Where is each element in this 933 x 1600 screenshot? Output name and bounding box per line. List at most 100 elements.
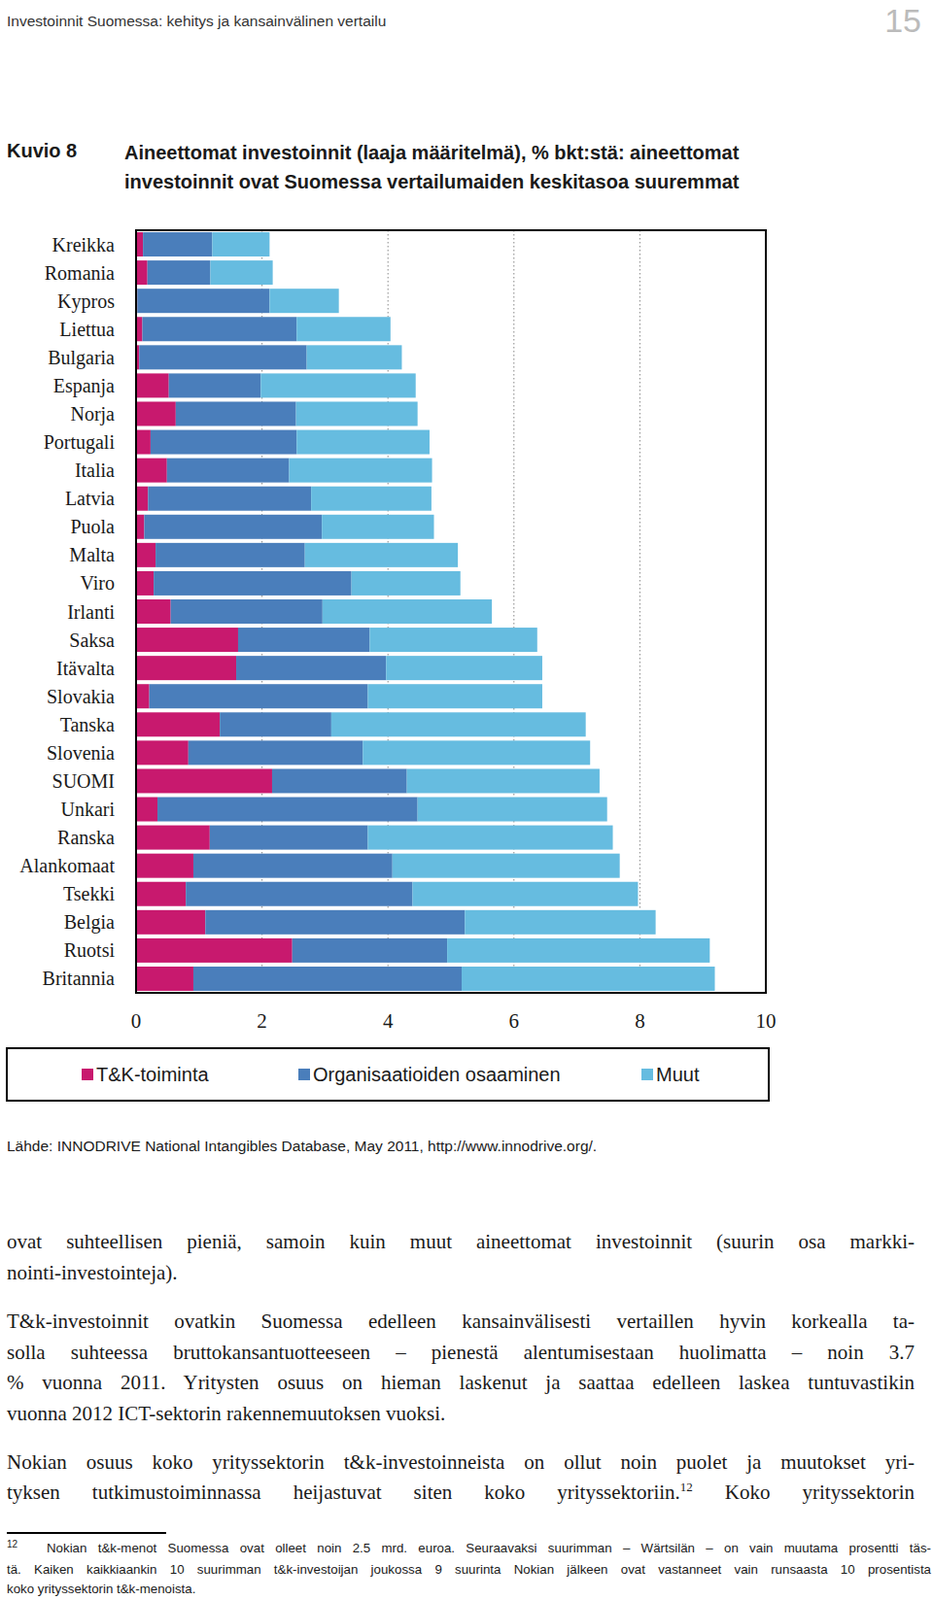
bar-segment xyxy=(296,401,418,426)
bar-segment xyxy=(136,768,273,794)
bar-segment xyxy=(311,486,432,512)
category-label: Saksa xyxy=(69,629,115,652)
body-text: Koko yrityssektorin xyxy=(692,1481,915,1505)
category-label: Kreikka xyxy=(52,234,116,256)
bar-segment xyxy=(153,571,351,596)
tick-label: 10 xyxy=(756,1009,777,1034)
category-label: Itävalta xyxy=(56,657,115,680)
bar-segment xyxy=(260,373,415,398)
category-label: Britannia xyxy=(42,967,116,990)
bar-segment xyxy=(155,543,306,568)
bar-segment xyxy=(447,938,710,964)
bar-segment xyxy=(407,768,600,794)
bar-segment xyxy=(272,768,408,794)
bar-segment xyxy=(138,345,307,370)
bar-segment xyxy=(136,910,206,935)
legend-swatch xyxy=(81,1069,94,1081)
legend-label: T&K-toiminta xyxy=(96,1064,209,1086)
category-label: Slovakia xyxy=(46,686,115,708)
bar-segment xyxy=(205,910,465,935)
bar-segment xyxy=(136,232,143,257)
tick-label: 2 xyxy=(256,1009,268,1034)
category-label: Alankomaat xyxy=(19,855,115,877)
bar-segment xyxy=(143,515,322,540)
grid-line xyxy=(513,230,515,994)
legend-swatch xyxy=(641,1069,654,1081)
footnote-rule xyxy=(6,1532,167,1535)
bar-segment xyxy=(137,288,270,313)
category-label: Portugali xyxy=(43,431,116,454)
category-label: Liettua xyxy=(59,318,115,341)
category-label: Malta xyxy=(69,544,115,566)
bar-segment xyxy=(292,938,448,964)
bar-segment xyxy=(211,232,270,257)
category-label: Puola xyxy=(69,516,115,538)
footnote-line: Nokian t&k-menot Suomessa ovat olleet no… xyxy=(46,1541,932,1557)
category-label: Kypros xyxy=(57,290,115,313)
bar-segment xyxy=(331,712,587,737)
bar-segment xyxy=(175,401,297,426)
figure-label: Kuvio 8 xyxy=(6,139,77,163)
category-label: Latvia xyxy=(65,487,115,510)
footnote-number: 12 xyxy=(6,1539,18,1551)
bar-segment xyxy=(185,882,413,907)
bar-segment xyxy=(322,599,492,624)
page-number: 15 xyxy=(884,1,922,40)
bar-segment xyxy=(367,826,613,851)
bar-segment xyxy=(136,430,151,455)
bar-segment xyxy=(296,316,391,342)
bar-segment xyxy=(136,401,176,426)
bar-segment xyxy=(141,316,297,342)
tick-label: 0 xyxy=(131,1009,142,1034)
category-label: Espanja xyxy=(53,375,115,398)
category-label: Romania xyxy=(44,262,115,284)
footnote-line: koko yrityssektorin t&k-menoista. xyxy=(6,1582,932,1598)
bar-segment xyxy=(219,712,332,737)
category-label: Norja xyxy=(69,403,115,426)
bar-segment xyxy=(305,543,458,568)
bar-segment xyxy=(209,260,273,285)
body-line: solla suhteessa bruttokansantuotteeseen … xyxy=(6,1341,915,1365)
bar-segment xyxy=(209,826,369,851)
grid-line xyxy=(639,230,641,994)
bar-segment xyxy=(136,599,172,624)
bar-segment xyxy=(136,543,156,568)
bar-segment xyxy=(188,740,363,765)
bar-segment xyxy=(412,882,638,907)
bar-segment xyxy=(385,656,543,681)
footnote-line: tä. Kaiken kaikkiaankin 10 suurimman t&k… xyxy=(6,1562,932,1579)
bar-segment xyxy=(236,656,386,681)
category-label: Belgia xyxy=(64,911,115,934)
legend-swatch xyxy=(298,1069,311,1081)
category-label: Unkari xyxy=(60,798,115,821)
category-label: Ranska xyxy=(57,827,115,849)
category-label: Tsekki xyxy=(63,883,115,905)
body-text: tyksen tutkimustoiminnassa heijastuvat s… xyxy=(6,1481,681,1505)
bar-segment xyxy=(142,232,212,257)
page-header: Investoinnit Suomessa: kehitys ja kansai… xyxy=(6,12,386,31)
bar-segment xyxy=(136,486,148,512)
legend-box xyxy=(6,1048,769,1102)
bar-segment xyxy=(321,515,434,540)
bar-segment xyxy=(136,571,154,596)
legend-label: Organisaatioiden osaaminen xyxy=(312,1064,561,1086)
category-label: Irlanti xyxy=(67,601,115,623)
bar-segment xyxy=(157,797,418,823)
bar-segment xyxy=(150,430,297,455)
source: Lähde: INNODRIVE National Intangibles Da… xyxy=(6,1138,597,1156)
bar-segment xyxy=(461,967,715,992)
bars xyxy=(136,232,716,992)
body-text: 12 xyxy=(680,1480,693,1495)
bar-segment xyxy=(149,684,369,709)
bar-segment xyxy=(269,288,339,313)
chart: KreikkaRomaniaKyprosLiettuaBulgariaEspan… xyxy=(0,213,933,1118)
body-line: Nokian osuus koko yrityssektorin t&k-inv… xyxy=(6,1451,915,1475)
bar-segment xyxy=(136,967,194,992)
bar-segment xyxy=(193,967,462,992)
body-line: % vuonna 2011. Yritysten osuus on hieman… xyxy=(6,1371,915,1395)
bar-segment xyxy=(136,938,293,964)
bar-segment xyxy=(367,684,542,709)
tick-label: 8 xyxy=(634,1009,646,1034)
bar-segment xyxy=(136,515,144,540)
bar-segment xyxy=(288,458,432,484)
